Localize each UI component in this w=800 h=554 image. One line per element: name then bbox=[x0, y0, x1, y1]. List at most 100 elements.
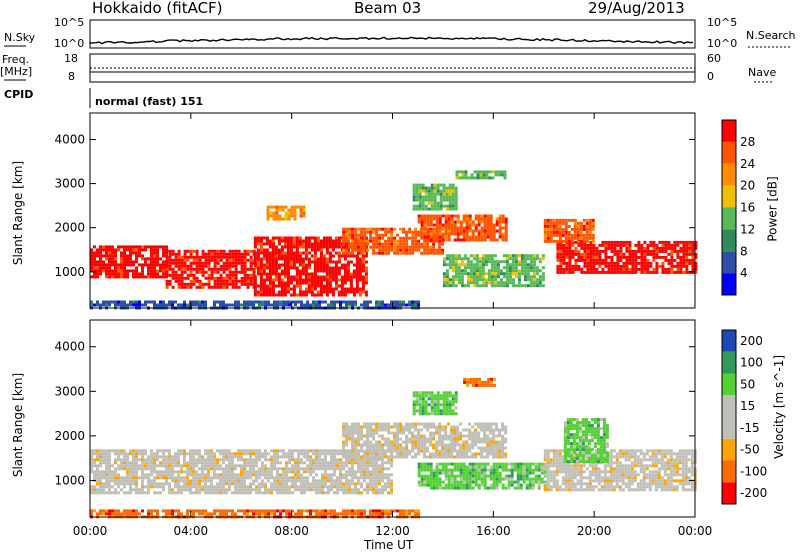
power-cell bbox=[319, 269, 323, 273]
velocity-cell bbox=[300, 491, 303, 495]
beam-title: Beam 03 bbox=[354, 0, 422, 17]
velocity-cell bbox=[333, 461, 336, 465]
velocity-cell bbox=[189, 473, 192, 477]
power-cell bbox=[129, 248, 132, 252]
velocity-cell bbox=[318, 491, 321, 495]
velocity-cell bbox=[198, 467, 201, 471]
power-cell bbox=[369, 230, 373, 234]
power-cell bbox=[562, 258, 566, 262]
velocity-cell bbox=[387, 443, 391, 447]
power-cell bbox=[162, 303, 165, 307]
velocity-cell bbox=[303, 485, 306, 489]
velocity-cell bbox=[273, 479, 276, 483]
power-cell bbox=[564, 218, 568, 222]
power-cell bbox=[355, 275, 359, 279]
power-cell bbox=[231, 282, 235, 286]
power-cell bbox=[240, 264, 244, 268]
power-cell bbox=[502, 275, 506, 279]
power-cell bbox=[439, 183, 443, 187]
power-cell bbox=[295, 284, 299, 288]
velocity-cell bbox=[270, 488, 273, 492]
velocity-cell bbox=[405, 443, 409, 447]
power-cell bbox=[174, 264, 178, 268]
power-cell bbox=[144, 248, 147, 252]
power-cell bbox=[268, 254, 272, 258]
power-cell bbox=[634, 264, 638, 268]
power-cell bbox=[108, 266, 111, 270]
power-cell bbox=[117, 266, 120, 270]
power-cell bbox=[307, 251, 311, 255]
velocity-cell bbox=[216, 476, 219, 480]
power-cell bbox=[543, 239, 547, 243]
velocity-cell bbox=[285, 452, 288, 456]
velocity-cell bbox=[459, 477, 463, 481]
power-cell bbox=[652, 255, 656, 259]
velocity-cell bbox=[456, 474, 460, 478]
velocity-cell bbox=[489, 437, 493, 441]
velocity-cell bbox=[483, 428, 487, 432]
power-cell bbox=[676, 249, 680, 253]
velocity-cell bbox=[321, 491, 324, 495]
power-cell bbox=[589, 249, 593, 253]
power-cell bbox=[325, 287, 329, 291]
power-cell bbox=[691, 270, 695, 274]
velocity-cell bbox=[255, 488, 258, 492]
power-cell bbox=[418, 204, 422, 208]
velocity-cell bbox=[252, 467, 255, 471]
power-cell bbox=[340, 281, 344, 285]
power-cell bbox=[286, 275, 290, 279]
power-cell bbox=[195, 300, 198, 304]
power-cell bbox=[568, 246, 572, 250]
velocity-cell bbox=[378, 425, 382, 429]
power-cell bbox=[144, 257, 147, 261]
power-cell bbox=[275, 217, 279, 221]
power-cell bbox=[580, 270, 584, 274]
nsearch-tick-bottom: 10^0 bbox=[707, 37, 738, 50]
power-cell bbox=[511, 263, 515, 267]
power-cell bbox=[310, 236, 314, 240]
power-cell bbox=[504, 235, 508, 239]
velocity-cell bbox=[471, 443, 475, 447]
velocity-cell bbox=[375, 491, 378, 495]
power-cell bbox=[546, 230, 550, 234]
power-cell bbox=[340, 290, 344, 294]
velocity-cell bbox=[441, 455, 445, 459]
velocity-cell bbox=[237, 473, 240, 477]
velocity-cell bbox=[156, 470, 159, 474]
power-cell bbox=[580, 246, 584, 250]
velocity-cell bbox=[129, 482, 132, 486]
power-cell bbox=[322, 236, 326, 240]
power-cell bbox=[489, 223, 493, 227]
power-cell bbox=[426, 214, 430, 218]
velocity-cell bbox=[144, 461, 147, 465]
power-cell bbox=[316, 293, 320, 297]
power-cell bbox=[576, 224, 580, 228]
velocity-cell bbox=[462, 486, 466, 490]
velocity-cell bbox=[318, 461, 321, 465]
power-cell bbox=[369, 239, 373, 243]
velocity-cell bbox=[450, 449, 454, 453]
velocity-cell bbox=[258, 470, 261, 474]
velocity-cell bbox=[396, 455, 400, 459]
velocity-cell bbox=[180, 491, 183, 495]
power-cell bbox=[361, 260, 365, 264]
velocity-cell bbox=[219, 482, 222, 486]
velocity-cell bbox=[246, 452, 249, 456]
power-cell bbox=[316, 260, 320, 264]
power-cell bbox=[384, 227, 388, 231]
power-cell bbox=[489, 235, 493, 239]
power-cell bbox=[256, 242, 260, 246]
velocity-cell bbox=[336, 491, 339, 495]
power-cell bbox=[153, 251, 156, 255]
velocity-cell bbox=[375, 470, 378, 474]
velocity-cell bbox=[462, 483, 466, 487]
velocity-cell bbox=[234, 476, 237, 480]
power-cell bbox=[508, 272, 512, 276]
velocity-cell bbox=[156, 482, 159, 486]
power-cell bbox=[396, 248, 400, 252]
power-cell bbox=[183, 270, 187, 274]
velocity-cell bbox=[459, 465, 463, 469]
power-cell bbox=[195, 270, 199, 274]
power-cell bbox=[246, 279, 250, 283]
power-cell bbox=[435, 214, 439, 218]
